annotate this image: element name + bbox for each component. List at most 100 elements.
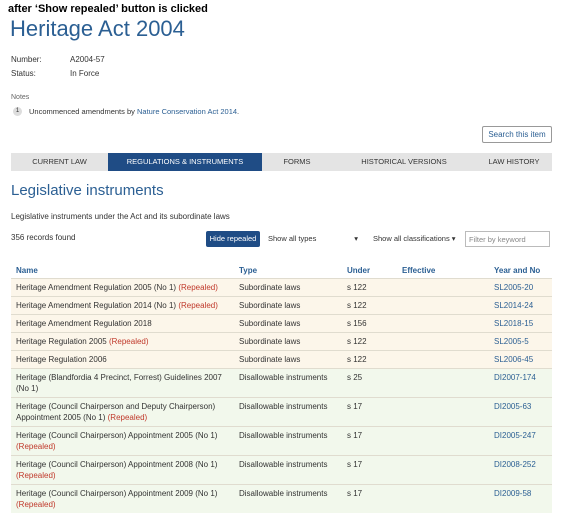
type-dropdown-text: Show all types (268, 234, 317, 243)
type-cell: Disallowable instruments (234, 455, 342, 485)
under-cell: s 122 (342, 296, 397, 315)
tab[interactable]: HISTORICAL VERSIONS (361, 157, 447, 166)
number-label: Number: (11, 55, 42, 64)
type-cell: Disallowable instruments (234, 484, 342, 513)
records-count: 356 records found (11, 233, 76, 242)
name-cell: Heritage (Council Chairperson) Appointme… (11, 455, 234, 485)
instrument-name: Heritage (Council Chairperson) Appointme… (16, 489, 218, 498)
under-cell: s 17 (342, 426, 397, 456)
under-cell: s 122 (342, 278, 397, 297)
hide-repealed-button[interactable]: Hide repealed (206, 231, 260, 247)
status-label: Status: (11, 69, 36, 78)
name-cell: Heritage (Blandfordia 4 Precinct, Forres… (11, 368, 234, 398)
year-cell[interactable]: DI2009-58 (489, 484, 552, 513)
year-cell[interactable]: SL2005-5 (489, 332, 552, 351)
section-description: Legislative instruments under the Act an… (11, 212, 230, 221)
tab[interactable]: REGULATIONS & INSTRUMENTS (108, 153, 262, 171)
effective-cell (397, 278, 489, 297)
classification-dropdown-text: Show all classifications (373, 234, 450, 243)
table-row: Heritage Amendment Regulation 2005 (No 1… (11, 278, 552, 297)
year-cell[interactable]: DI2005-247 (489, 426, 552, 456)
type-dropdown[interactable]: Show all types ▾ (268, 234, 358, 243)
type-cell: Subordinate laws (234, 314, 342, 333)
number-value: A2004-57 (70, 55, 105, 64)
name-cell: Heritage (Council Chairperson) Appointme… (11, 484, 234, 513)
note-link[interactable]: Nature Conservation Act 2014 (136, 107, 238, 116)
instrument-name: Heritage (Council Chairperson) Appointme… (16, 460, 218, 469)
repealed-tag: (Repealed) (16, 471, 56, 480)
name-cell: Heritage (Council Chairperson) Appointme… (11, 426, 234, 456)
column-header: Type (239, 265, 258, 275)
type-cell: Subordinate laws (234, 350, 342, 369)
year-cell[interactable]: DI2008-252 (489, 455, 552, 485)
instrument-name: Heritage Amendment Regulation 2018 (16, 319, 152, 328)
year-cell[interactable]: SL2014-24 (489, 296, 552, 315)
header-row: Name Type Under Effective Year and No (11, 262, 552, 279)
repealed-tag: (Repealed) (178, 301, 218, 310)
repealed-tag: (Repealed) (16, 500, 56, 509)
table-row: Heritage Regulation 2005 (Repealed) Subor… (11, 332, 552, 351)
type-cell: Disallowable instruments (234, 426, 342, 456)
page-title: Heritage Act 2004 (10, 16, 185, 41)
name-cell: Heritage Regulation 2006 (11, 350, 234, 369)
type-cell: Subordinate laws (234, 296, 342, 315)
instrument-name: Heritage Amendment Regulation 2005 (No 1… (16, 283, 177, 292)
note-suffix: . (237, 107, 240, 116)
repealed-tag: (Repealed) (178, 283, 218, 292)
under-cell: s 17 (342, 484, 397, 513)
year-cell[interactable]: SL2006-45 (489, 350, 552, 369)
tab-bar: CURRENT LAW REGULATIONS & INSTRUMENTS FORM… (11, 153, 552, 171)
year-cell[interactable]: SL2005-20 (489, 278, 552, 297)
year-cell[interactable]: DI2005-63 (489, 397, 552, 427)
tab[interactable]: FORMS (283, 157, 311, 166)
effective-cell (397, 332, 489, 351)
repealed-tag: (Repealed) (108, 337, 149, 346)
search-button[interactable]: Search this item (482, 126, 552, 143)
instrument-name: Heritage Regulation 2005 (16, 337, 107, 346)
instrument-name: Heritage (Council Chairperson) Appointme… (16, 431, 218, 440)
year-cell[interactable]: SL2018-15 (489, 314, 552, 333)
effective-cell (397, 426, 489, 456)
tab[interactable]: LAW HISTORY (488, 157, 540, 166)
table-row: Heritage (Blandfordia 4 Precinct, Forres… (11, 368, 552, 398)
table-row: Heritage Amendment Regulation 2014 (No 1… (11, 296, 552, 315)
effective-cell (397, 455, 489, 485)
under-cell: s 25 (342, 368, 397, 398)
under-cell: s 17 (342, 397, 397, 427)
instrument-name: Heritage Amendment Regulation 2014 (No 1… (16, 301, 177, 310)
under-cell: s 17 (342, 455, 397, 485)
effective-cell (397, 368, 489, 398)
column-header: Name (16, 265, 38, 275)
name-cell: Heritage Amendment Regulation 2018 (11, 314, 234, 333)
under-cell: s 156 (342, 314, 397, 333)
table-row: Heritage (Council Chairperson and Deputy… (11, 397, 552, 427)
type-cell: Disallowable instruments (234, 368, 342, 398)
classification-dropdown[interactable]: Show all classifications ▾ (373, 234, 456, 243)
tab[interactable]: CURRENT LAW (32, 157, 87, 166)
effective-cell (397, 314, 489, 333)
under-cell: s 122 (342, 332, 397, 351)
effective-cell (397, 296, 489, 315)
name-cell: Heritage Amendment Regulation 2014 (No 1… (11, 296, 234, 315)
name-cell: Heritage (Council Chairperson and Deputy… (11, 397, 234, 427)
repealed-tag: (Repealed) (16, 442, 56, 451)
table-row: Heritage Regulation 2006 Subordinate laws… (11, 350, 552, 369)
table-row: Heritage (Council Chairperson) Appointme… (11, 426, 552, 456)
column-header: Year and No (494, 265, 541, 275)
under-cell: s 122 (342, 350, 397, 369)
column-header: Effective (402, 265, 436, 275)
type-cell: Subordinate laws (234, 332, 342, 351)
table-row: Heritage (Council Chairperson) Appointme… (11, 484, 552, 513)
note-text: Uncommenced amendments by (29, 107, 135, 116)
note: Uncommenced amendments by Nature Conserv… (29, 107, 239, 116)
instrument-name: Heritage Regulation 2006 (16, 355, 107, 364)
status-value: In Force (70, 69, 100, 78)
filter-input[interactable]: Filter by keyword (465, 231, 550, 247)
instruments-table: Name Type Under Effective Year and No Herita… (11, 262, 552, 513)
repealed-tag: (Repealed) (107, 413, 148, 422)
year-cell[interactable]: DI2007-174 (489, 368, 552, 398)
table-row: Heritage Amendment Regulation 2018 Subord… (11, 314, 552, 333)
name-cell: Heritage Amendment Regulation 2005 (No 1… (11, 278, 234, 297)
